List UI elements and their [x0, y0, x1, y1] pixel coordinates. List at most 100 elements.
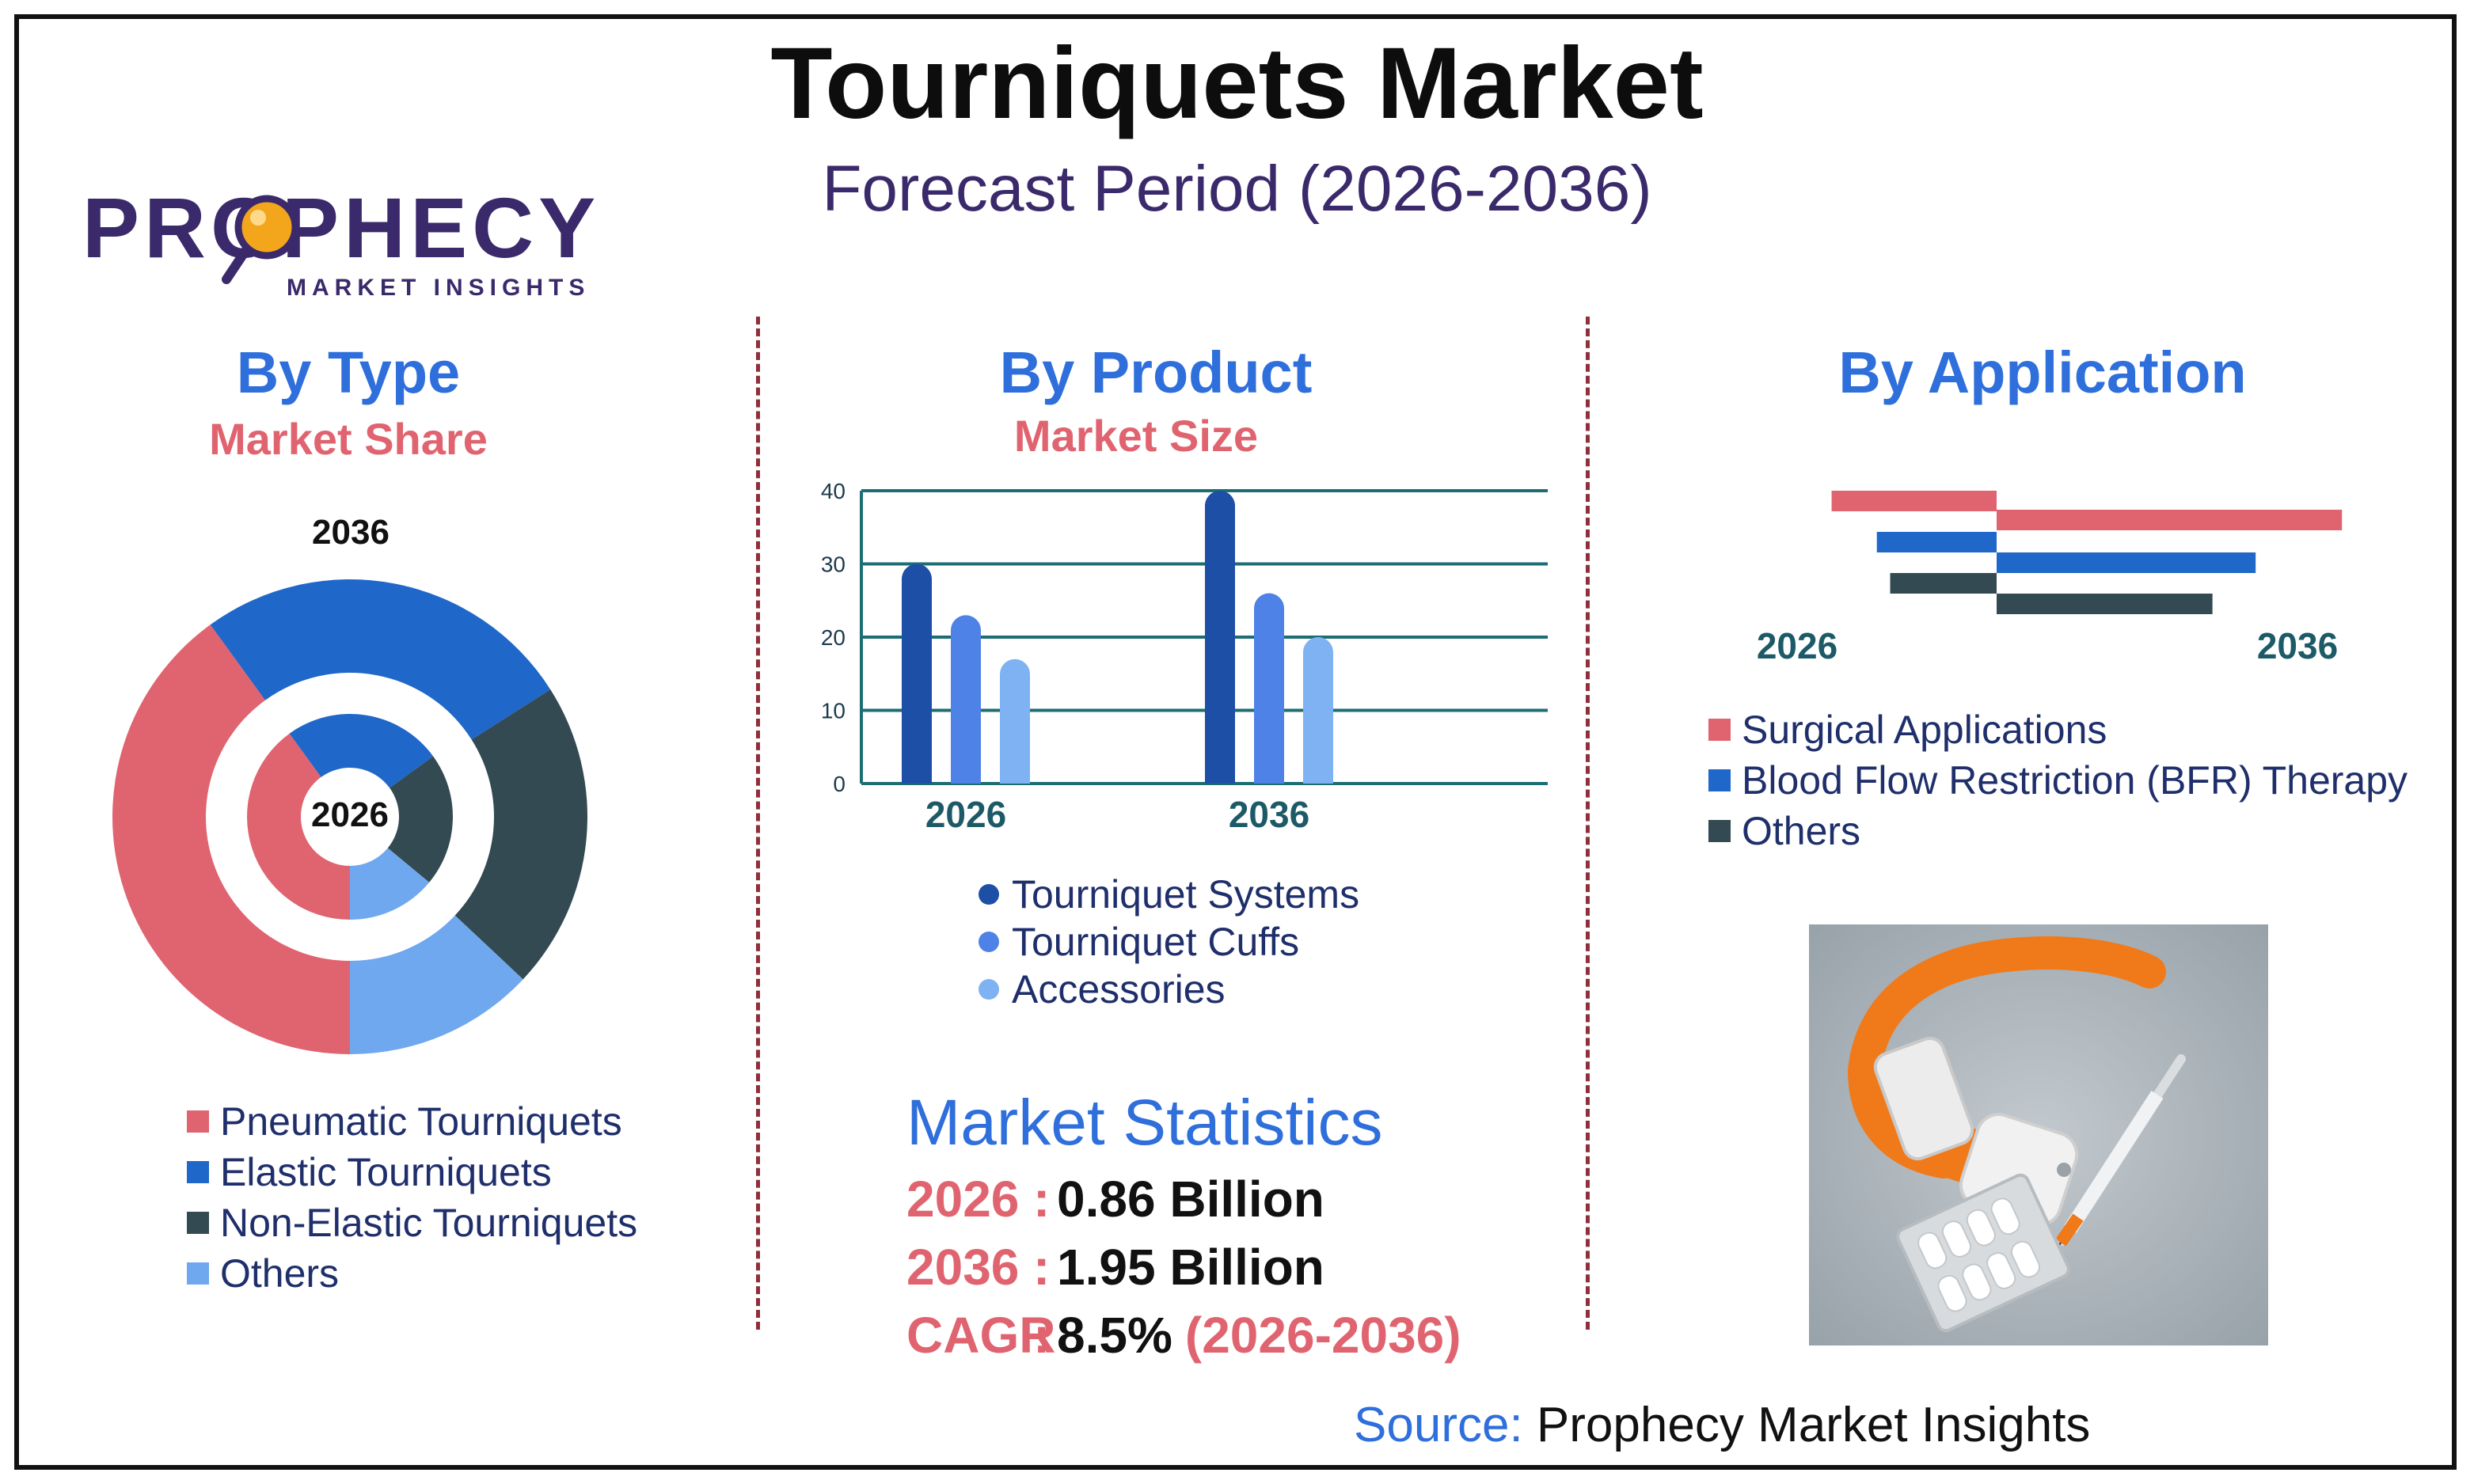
page-title: Tourniquets Market [770, 27, 1704, 140]
bar-2026-2 [951, 615, 981, 784]
legend-label: Accessories [1012, 967, 1226, 1011]
legend-label: Surgical Applications [1742, 708, 2107, 752]
product-legend-item: Accessories [979, 966, 1359, 1013]
app-right-label: 2036 [2257, 625, 2338, 665]
stat-label: 2036 [906, 1239, 1020, 1296]
y-tick-label: 20 [821, 625, 846, 650]
y-tick-label: 40 [821, 479, 846, 503]
donut-slice-2026-2 [289, 714, 434, 788]
logo-tagline: MARKET INSIGHTS [287, 275, 590, 301]
page-subtitle: Forecast Period (2026-2036) [822, 153, 1652, 225]
type-donut-chart: 2026 [112, 579, 588, 1054]
logo-graphic: PROPHECY MARKET INSIGHTS [82, 180, 600, 301]
product-legend: Tourniquet Systems Tourniquet Cuffs Acce… [979, 871, 1359, 1013]
tourniquet-photo [1809, 924, 2268, 1345]
legend-label: Pneumatic Tourniquets [220, 1099, 622, 1144]
bar-2026-3 [1000, 659, 1030, 784]
stat-value: 8.5% [1057, 1307, 1172, 1364]
application-bar-chart: 2026 2036 [1757, 491, 2343, 665]
legend-swatch [1708, 719, 1731, 741]
legend-label: Tourniquet Systems [1012, 872, 1360, 917]
magnifier-glint [250, 210, 266, 226]
app-bar-2026-1 [1831, 491, 1997, 511]
app-bar-2026-2 [1876, 532, 1997, 552]
divider-right [1586, 317, 1590, 1330]
legend-label: Tourniquet Cuffs [1012, 920, 1300, 964]
legend-swatch [187, 1212, 209, 1234]
divider-left [756, 317, 760, 1330]
tourniquet-photo-icon [1809, 924, 2268, 1345]
application-legend: Surgical Applications Blood Flow Restric… [1708, 704, 2407, 856]
infographic-frame [14, 14, 2457, 1470]
stat-value: 0.86 Billion [1057, 1171, 1324, 1228]
source-line: Source: Prophecy Market Insights [1354, 1397, 2090, 1453]
stat-separator: : [1033, 1171, 1051, 1228]
by-product-subtitle: Market Size [1013, 411, 1259, 461]
bar-2036-3 [1303, 637, 1333, 784]
app-left-label: 2026 [1757, 625, 1837, 665]
legend-label: Elastic Tourniquets [220, 1150, 552, 1194]
type-legend-item: Pneumatic Tourniquets [187, 1096, 637, 1147]
type-legend-item: Non-Elastic Tourniquets [187, 1197, 637, 1248]
stat-separator: : [1033, 1307, 1051, 1364]
by-type-title: By Type [236, 340, 461, 405]
bar-2026-1 [902, 564, 932, 784]
donut-slice-2036-1 [112, 624, 350, 1054]
legend-swatch [187, 1110, 209, 1133]
legend-swatch [187, 1262, 209, 1285]
legend-dot [979, 932, 999, 952]
legend-swatch [1708, 769, 1731, 791]
legend-label: Others [220, 1251, 340, 1296]
legend-swatch [1708, 820, 1731, 842]
donut-slice-2036-4 [350, 915, 523, 1054]
magnifier-handle [222, 246, 250, 284]
application-legend-item: Blood Flow Restriction (BFR) Therapy [1708, 755, 2407, 806]
y-tick-label: 30 [821, 552, 846, 577]
bar-2036-2 [1254, 593, 1284, 784]
donut-slice-2026-3 [387, 756, 453, 882]
stat-row: 2036 : 1.95 Billion [906, 1238, 1461, 1306]
by-product-title: By Product [999, 340, 1313, 405]
y-tick-label: 0 [833, 772, 846, 796]
bar-2036-1 [1205, 491, 1235, 784]
donut-slice-2026-1 [247, 733, 350, 920]
donut-slice-2036-3 [454, 689, 588, 980]
product-legend-item: Tourniquet Cuffs [979, 918, 1359, 966]
y-tick-label: 10 [821, 699, 846, 723]
app-bar-2036-1 [1997, 510, 2343, 530]
app-bar-2036-2 [1997, 552, 2256, 573]
type-legend-item: Elastic Tourniquets [187, 1147, 637, 1197]
stat-label: 2026 [906, 1171, 1020, 1228]
stat-extra: (2026-2036) [1184, 1307, 1461, 1364]
application-legend-item: Surgical Applications [1708, 704, 2407, 755]
x-tick-label: 2026 [925, 794, 1006, 835]
legend-dot [979, 979, 999, 1000]
source-label: Source: [1354, 1398, 1523, 1452]
app-bar-2026-3 [1890, 573, 1997, 594]
source-text: Prophecy Market Insights [1536, 1398, 2091, 1452]
type-legend-item: Others [187, 1248, 637, 1299]
stat-separator: : [1033, 1239, 1051, 1296]
prophecy-logo: PROPHECY MARKET INSIGHTS [82, 178, 605, 305]
market-statistics-list: 2026 : 0.86 Billion 2036 : 1.95 Billion … [906, 1170, 1461, 1374]
legend-dot [979, 884, 999, 905]
donut-slice-2036-2 [210, 579, 551, 740]
logo-text: PROPHECY [82, 180, 600, 275]
x-tick-label: 2036 [1229, 794, 1309, 835]
legend-swatch [187, 1161, 209, 1183]
legend-label: Others [1742, 809, 1861, 853]
by-application-title: By Application [1838, 340, 2247, 405]
by-type-subtitle: Market Share [209, 414, 488, 464]
donut-slice-2026-4 [350, 848, 430, 920]
stat-value: 1.95 Billion [1057, 1239, 1324, 1296]
application-legend-item: Others [1708, 806, 2407, 856]
stat-row: CAGR : 8.5% (2026-2036) [906, 1306, 1461, 1374]
stat-row: 2026 : 0.86 Billion [906, 1170, 1461, 1238]
legend-label: Non-Elastic Tourniquets [220, 1201, 638, 1245]
product-bar-chart: 0 10 20 30 40 2026 2036 [821, 479, 1548, 835]
product-legend-item: Tourniquet Systems [979, 871, 1359, 918]
app-bar-2036-3 [1997, 594, 2213, 614]
stat-label: CAGR [906, 1307, 1056, 1364]
market-statistics-title: Market Statistics [906, 1087, 1383, 1159]
type-legend: Pneumatic Tourniquets Elastic Tourniquet… [187, 1096, 637, 1299]
